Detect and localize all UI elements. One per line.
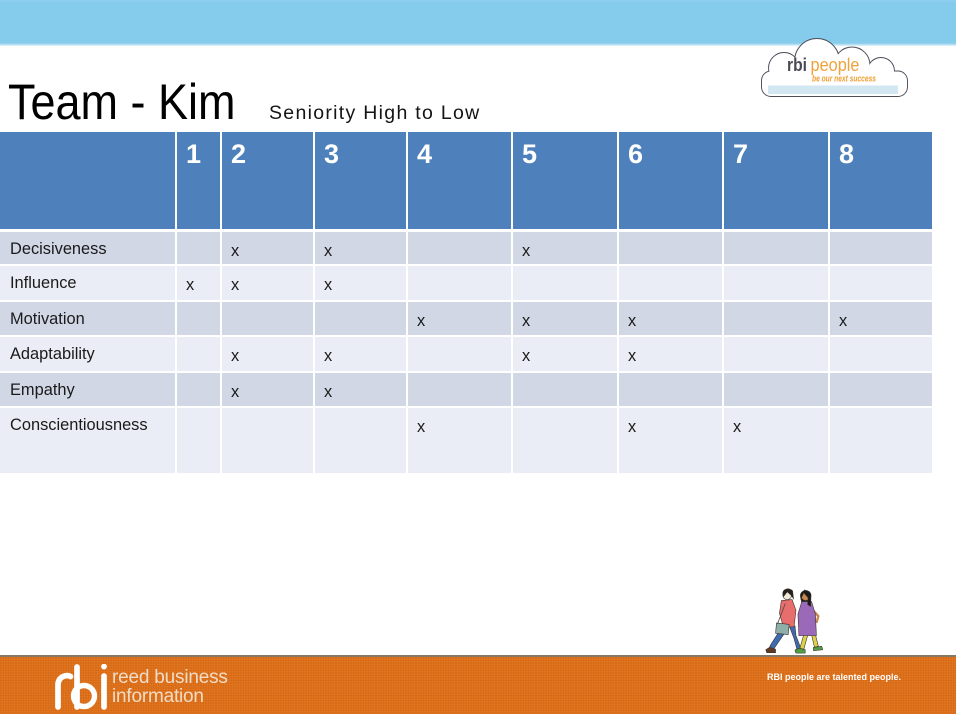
svg-text:be our next success: be our next success <box>812 74 876 85</box>
svg-text:people: people <box>811 55 860 75</box>
svg-text:rbi: rbi <box>787 55 807 75</box>
